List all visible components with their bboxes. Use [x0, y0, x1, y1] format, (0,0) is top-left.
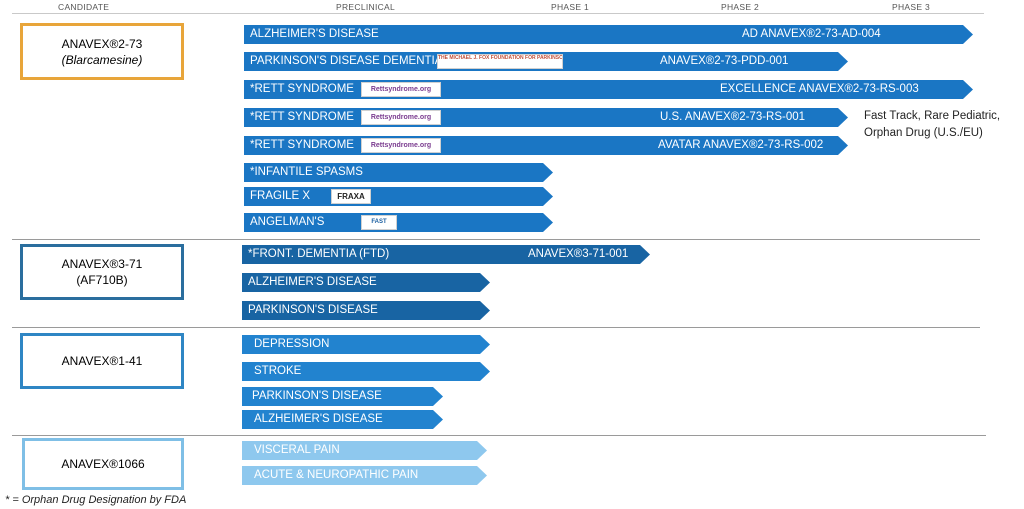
pipeline-bar: DEPRESSION: [242, 335, 490, 354]
indication-label: ANGELMAN'S: [250, 216, 325, 228]
indication-label: *FRONT. DEMENTIA (FTD): [248, 248, 390, 260]
header-phase2: PHASE 2: [721, 2, 760, 12]
pipeline-bar: ANGELMAN'S FAST: [244, 213, 553, 232]
pipeline-bar: ACUTE & NEUROPATHIC PAIN: [242, 466, 487, 485]
header-divider: [12, 13, 984, 14]
indication-label: PARKINSON'S DISEASE DEMENTIA: [250, 55, 443, 67]
pipeline-bar: PARKINSON'S DISEASE: [242, 301, 490, 320]
pipeline-bar: PARKINSON'S DISEASE DEMENTIA ANAVEX®2-73-…: [244, 52, 848, 71]
partner-logo: THE MICHAEL J. FOX FOUNDATION FOR PARKIN…: [437, 54, 563, 69]
pipeline-bar: STROKE: [242, 362, 490, 381]
header-preclinical: PRECLINICAL: [336, 2, 396, 12]
indication-label: PARKINSON'S DISEASE: [252, 390, 382, 402]
candidate-box-3-71: ANAVEX®3-71 (AF710B): [20, 244, 184, 300]
header-candidate: CANDIDATE: [58, 2, 110, 12]
pipeline-bar: PARKINSON'S DISEASE: [242, 387, 443, 406]
pipeline-bar: ALZHEIMER'S DISEASE AD ANAVEX®2-73-AD-004: [244, 25, 973, 44]
designation-note-line: Orphan Drug (U.S./EU): [864, 127, 983, 139]
partner-logo: Rettsyndrome.org: [361, 82, 441, 97]
indication-label: *RETT SYNDROME: [250, 83, 354, 95]
header-phase3: PHASE 3: [892, 2, 931, 12]
pipeline-bar: *RETT SYNDROME AVATAR ANAVEX®2-73-RS-002 R…: [244, 136, 848, 155]
group-divider: [12, 239, 980, 240]
pipeline-bar: *RETT SYNDROME U.S. ANAVEX®2-73-RS-001 Ret…: [244, 108, 848, 127]
pipeline-bar: *INFANTILE SPASMS: [244, 163, 553, 182]
header-phase1: PHASE 1: [551, 2, 590, 12]
candidate-name: ANAVEX®2-73: [61, 36, 143, 51]
candidate-subname: (Blarcamesine): [61, 52, 143, 67]
pipeline-bar: FRAGILE X FRAXA: [244, 187, 553, 206]
footnote: * = Orphan Drug Designation by FDA: [5, 494, 187, 506]
candidate-box-2-73: ANAVEX®2-73 (Blarcamesine): [20, 23, 184, 80]
partner-logo: FAST: [361, 215, 397, 230]
indication-label: *RETT SYNDROME: [250, 111, 354, 123]
indication-label: VISCERAL PAIN: [254, 444, 340, 456]
pipeline-bar: ALZHEIMER'S DISEASE: [242, 273, 490, 292]
group-divider: [12, 435, 986, 436]
trial-label: ANAVEX®2-73-PDD-001: [660, 55, 789, 67]
partner-logo: FRAXA: [331, 189, 371, 204]
candidate-name: ANAVEX®1066: [61, 457, 145, 471]
designation-note: Fast Track, Rare Pediatric, Orphan Drug …: [864, 108, 1000, 142]
pipeline-bar: *RETT SYNDROME EXCELLENCE ANAVEX®2-73-RS-…: [244, 80, 973, 99]
partner-logo: Rettsyndrome.org: [361, 110, 441, 125]
candidate-name: ANAVEX®1-41: [61, 354, 143, 368]
indication-label: ACUTE & NEUROPATHIC PAIN: [254, 469, 419, 481]
candidate-box-1-41: ANAVEX®1-41: [20, 333, 184, 389]
indication-label: DEPRESSION: [254, 338, 330, 350]
trial-label: ANAVEX®3-71-001: [528, 248, 629, 260]
designation-note-line: Fast Track, Rare Pediatric,: [864, 110, 1001, 122]
indication-label: ALZHEIMER'S DISEASE: [250, 28, 379, 40]
pipeline-bar: ALZHEIMER'S DISEASE: [242, 410, 443, 429]
candidate-name: ANAVEX®3-71: [61, 257, 143, 271]
trial-label: EXCELLENCE ANAVEX®2-73-RS-003: [720, 83, 919, 95]
trial-label: AD ANAVEX®2-73-AD-004: [742, 28, 881, 40]
indication-label: *RETT SYNDROME: [250, 139, 354, 151]
partner-logo: Rettsyndrome.org: [361, 138, 441, 153]
indication-label: FRAGILE X: [250, 190, 311, 202]
candidate-box-1066: ANAVEX®1066: [22, 438, 184, 490]
indication-label: ALZHEIMER'S DISEASE: [254, 413, 383, 425]
pipeline-bar: *FRONT. DEMENTIA (FTD) ANAVEX®3-71-001: [242, 245, 650, 264]
trial-label: AVATAR ANAVEX®2-73-RS-002: [658, 139, 824, 151]
indication-label: STROKE: [254, 365, 302, 377]
trial-label: U.S. ANAVEX®2-73-RS-001: [660, 111, 806, 123]
indication-label: *INFANTILE SPASMS: [250, 166, 363, 178]
candidate-subname: (AF710B): [76, 273, 128, 287]
group-divider: [12, 327, 980, 328]
pipeline-bar: VISCERAL PAIN: [242, 441, 487, 460]
indication-label: PARKINSON'S DISEASE: [248, 304, 378, 316]
indication-label: ALZHEIMER'S DISEASE: [248, 276, 377, 288]
